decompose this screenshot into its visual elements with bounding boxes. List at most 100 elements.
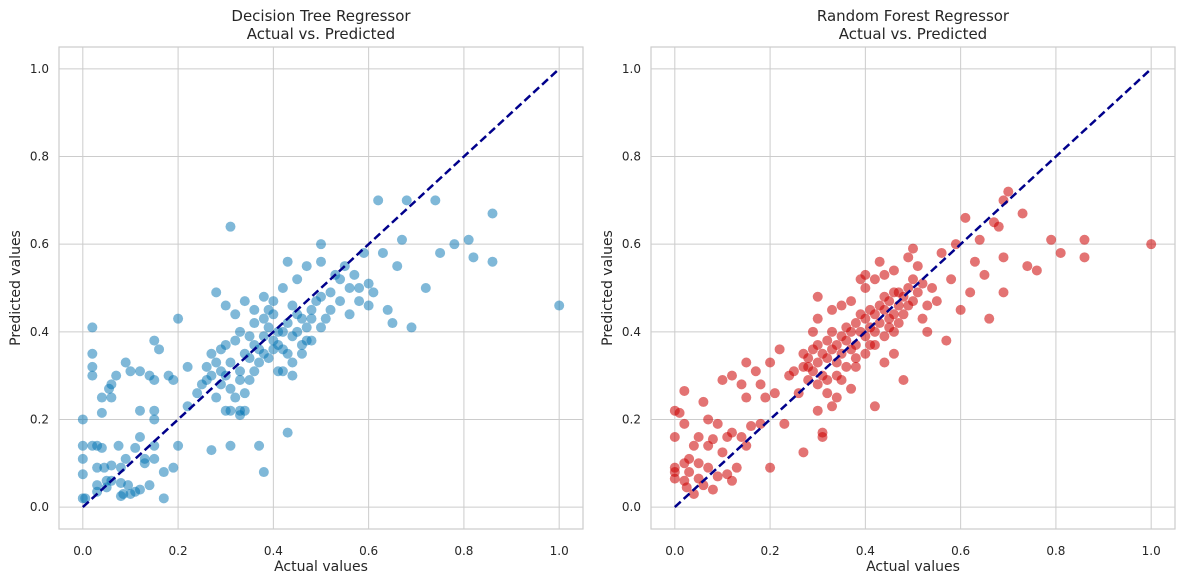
rf-data-point bbox=[888, 265, 899, 276]
dt-data-point bbox=[111, 370, 122, 381]
rf-data-point bbox=[1079, 234, 1090, 245]
dt-data-point bbox=[406, 322, 417, 333]
dt-data-point bbox=[344, 283, 355, 293]
rf-data-point bbox=[798, 361, 809, 372]
dt-data-point bbox=[354, 296, 365, 307]
rf-data-point bbox=[822, 375, 833, 386]
rf-data-point bbox=[774, 344, 785, 355]
rf-data-point bbox=[779, 418, 790, 429]
rf-data-point bbox=[1022, 261, 1033, 272]
rf-data-point bbox=[684, 467, 695, 478]
rf-data-point bbox=[831, 392, 842, 403]
rf-data-point bbox=[693, 431, 704, 442]
dt-data-point bbox=[316, 239, 326, 250]
dt-data-point bbox=[263, 322, 274, 333]
dt-data-point bbox=[287, 357, 298, 368]
dt-data-point bbox=[173, 440, 184, 451]
dt-data-point bbox=[396, 234, 407, 245]
dt-data-point bbox=[211, 392, 222, 403]
rf-data-point bbox=[903, 283, 914, 293]
rf-x-tick-label: 0.2 bbox=[761, 544, 780, 558]
rf-data-point bbox=[850, 361, 861, 372]
rf-data-point bbox=[674, 407, 685, 418]
rf-data-point bbox=[693, 458, 704, 469]
dt-data-point bbox=[201, 361, 212, 372]
rf-data-point bbox=[827, 401, 838, 412]
dt-x-tick-label: 0.4 bbox=[264, 544, 283, 558]
rf-data-point bbox=[741, 357, 752, 368]
dt-data-point bbox=[258, 467, 269, 478]
dt-title: Decision Tree Regressor bbox=[231, 7, 411, 25]
rf-data-point bbox=[688, 440, 699, 451]
dt-data-point bbox=[292, 274, 303, 285]
dt-data-point bbox=[168, 462, 179, 473]
rf-data-point bbox=[827, 326, 838, 337]
dt-data-point bbox=[296, 313, 307, 324]
rf-data-point bbox=[969, 256, 980, 267]
dt-points bbox=[77, 195, 565, 504]
dt-data-point bbox=[77, 453, 88, 464]
dt-data-point bbox=[144, 480, 155, 491]
dt-data-point bbox=[225, 221, 236, 232]
rf-data-point bbox=[803, 353, 814, 364]
dt-data-point bbox=[277, 366, 288, 377]
rf-data-point bbox=[788, 366, 799, 377]
rf-y-tick-label: 0.4 bbox=[622, 325, 641, 339]
rf-data-point bbox=[912, 261, 923, 272]
dt-data-point bbox=[244, 375, 255, 386]
rf-x-tick-label: 0.6 bbox=[951, 544, 970, 558]
rf-data-point bbox=[869, 339, 880, 350]
dt-data-point bbox=[296, 348, 307, 359]
dt-data-point bbox=[120, 357, 131, 368]
rf-data-point bbox=[807, 366, 818, 377]
dt-data-point bbox=[254, 357, 265, 368]
dt-data-point bbox=[230, 392, 241, 403]
dt-data-point bbox=[282, 348, 293, 359]
dt-data-point bbox=[377, 247, 388, 258]
dt-data-point bbox=[354, 283, 365, 293]
dt-data-point bbox=[258, 313, 269, 324]
dt-data-point bbox=[487, 208, 498, 219]
rf-data-point bbox=[884, 296, 895, 307]
dt-data-point bbox=[206, 445, 217, 456]
rf-data-point bbox=[698, 396, 709, 407]
rf-data-point bbox=[1055, 247, 1066, 258]
dt-data-point bbox=[554, 300, 565, 311]
dt-data-point bbox=[363, 300, 374, 311]
dt-data-point bbox=[134, 405, 145, 416]
rf-data-point bbox=[869, 274, 880, 285]
dt-data-point bbox=[449, 239, 460, 250]
random-forest-panel: 0.0 0.2 0.4 0.6 0.8 1.0 0.0 0.2 0.4 0.6 0.8 1.0 Actu… bbox=[600, 7, 1176, 575]
rf-subtitle: Actual vs. Predicted bbox=[839, 25, 987, 43]
dt-data-point bbox=[225, 405, 236, 416]
dt-data-point bbox=[96, 407, 107, 418]
dt-data-point bbox=[220, 300, 231, 311]
rf-y-tick-label: 0.6 bbox=[622, 237, 641, 251]
rf-data-point bbox=[888, 326, 899, 337]
dt-x-tick-label: 0.0 bbox=[73, 544, 92, 558]
rf-data-point bbox=[712, 471, 723, 482]
rf-x-axis-label: Actual values bbox=[866, 559, 960, 575]
dt-data-point bbox=[149, 453, 160, 464]
rf-data-point bbox=[831, 339, 842, 350]
rf-data-point bbox=[750, 366, 761, 377]
dt-data-point bbox=[463, 234, 474, 245]
dt-data-point bbox=[254, 440, 265, 451]
rf-data-point bbox=[760, 392, 771, 403]
dt-data-point bbox=[173, 313, 184, 324]
dt-data-point bbox=[363, 278, 374, 289]
rf-data-point bbox=[955, 304, 966, 315]
rf-y-tick-label: 0.2 bbox=[622, 412, 641, 426]
rf-x-tick-label: 0.4 bbox=[856, 544, 875, 558]
dt-data-point bbox=[230, 335, 241, 346]
dt-data-point bbox=[115, 491, 126, 502]
dt-data-point bbox=[258, 291, 269, 302]
dt-data-point bbox=[435, 247, 446, 258]
dt-data-point bbox=[301, 261, 312, 272]
rf-data-point bbox=[898, 375, 909, 386]
rf-data-point bbox=[908, 243, 918, 254]
rf-data-point bbox=[860, 348, 871, 359]
dt-data-point bbox=[125, 366, 136, 377]
dt-data-point bbox=[134, 366, 145, 377]
rf-data-point bbox=[1031, 265, 1042, 276]
